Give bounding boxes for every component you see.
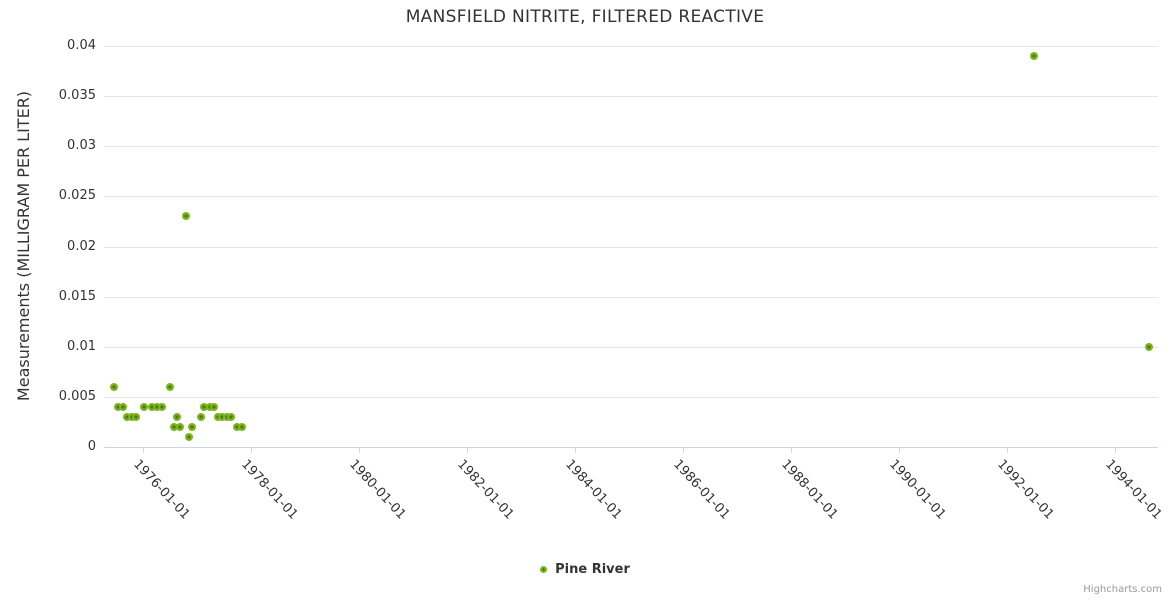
x-axis-tick — [466, 447, 468, 453]
data-point[interactable] — [123, 412, 132, 421]
data-point[interactable] — [118, 402, 127, 411]
y-axis-tick-label: 0.005 — [58, 388, 96, 404]
y-axis-tick-label: 0.01 — [67, 338, 96, 354]
chart-title: MANSFIELD NITRITE, FILTERED REACTIVE — [405, 7, 765, 27]
y-axis-tick-label: 0.04 — [67, 38, 96, 53]
data-point[interactable] — [1144, 342, 1153, 351]
gridline — [104, 246, 1158, 248]
data-point[interactable] — [153, 402, 162, 411]
x-axis-tick-label: 1992-01-01 — [994, 457, 1057, 523]
gridline — [104, 196, 1158, 198]
data-point[interactable] — [210, 402, 219, 411]
data-point[interactable] — [147, 402, 156, 411]
x-axis-tick-label: 1990-01-01 — [886, 457, 949, 523]
data-point[interactable] — [232, 422, 241, 431]
legend-item-pine-river[interactable]: Pine River — [0, 562, 1170, 577]
x-axis-tick-label: 1994-01-01 — [1102, 457, 1165, 523]
x-axis-tick — [575, 447, 576, 453]
data-point[interactable] — [109, 382, 118, 391]
data-point[interactable] — [140, 402, 149, 411]
data-point[interactable] — [132, 412, 141, 421]
highcharts-credits-link[interactable]: Highcharts.com — [1083, 584, 1162, 595]
x-axis-tick — [683, 447, 684, 453]
data-point[interactable] — [185, 432, 194, 441]
data-point[interactable] — [227, 412, 236, 421]
y-axis-tick-label: 0.025 — [58, 188, 96, 204]
data-point[interactable] — [158, 402, 167, 411]
legend-series-label: Pine River — [555, 562, 630, 577]
x-axis-tick-label: 1988-01-01 — [778, 457, 841, 523]
x-axis-line — [104, 447, 1158, 448]
data-point[interactable] — [127, 412, 136, 421]
x-axis-tick-label: 1976-01-01 — [130, 457, 193, 523]
gridline — [104, 46, 1158, 47]
data-point[interactable] — [237, 422, 246, 431]
data-point[interactable] — [218, 412, 227, 421]
data-point[interactable] — [196, 412, 205, 421]
gridline — [104, 296, 1158, 298]
x-axis-tick-label: 1982-01-01 — [454, 457, 517, 523]
x-axis-tick-label: 1978-01-01 — [238, 457, 301, 523]
x-axis-tick — [899, 447, 900, 453]
data-point[interactable] — [181, 212, 190, 221]
data-point[interactable] — [213, 412, 222, 421]
x-axis-tick — [791, 447, 792, 453]
data-point[interactable] — [188, 422, 197, 431]
gridline — [104, 146, 1158, 148]
data-point[interactable] — [205, 402, 214, 411]
y-axis-tick-label: 0.03 — [67, 138, 96, 154]
y-axis-tick-label: 0.02 — [67, 238, 96, 254]
data-point[interactable] — [165, 382, 174, 391]
x-axis-tick-label: 1984-01-01 — [562, 457, 625, 523]
data-point[interactable] — [1030, 52, 1038, 61]
x-axis-tick — [142, 447, 144, 453]
data-point[interactable] — [175, 422, 184, 431]
gridline — [104, 346, 1158, 348]
legend-marker-icon — [540, 566, 548, 573]
x-axis-tick — [358, 447, 360, 453]
gridline — [104, 96, 1158, 98]
y-axis-tick-label: 0 — [87, 439, 96, 454]
data-point[interactable] — [222, 412, 231, 421]
gridline — [104, 396, 1158, 398]
y-axis-tick-label: 0.015 — [58, 288, 96, 304]
data-point[interactable] — [114, 402, 123, 411]
data-point[interactable] — [200, 402, 209, 411]
x-axis-tick — [1007, 447, 1008, 453]
x-axis-tick-label: 1980-01-01 — [346, 457, 409, 523]
y-axis-tick-label: 0.035 — [58, 88, 96, 104]
data-point[interactable] — [169, 422, 178, 431]
data-point[interactable] — [173, 412, 182, 421]
x-axis-tick — [1115, 447, 1116, 453]
x-axis-tick-label: 1986-01-01 — [670, 457, 733, 523]
x-axis-tick — [250, 447, 252, 453]
